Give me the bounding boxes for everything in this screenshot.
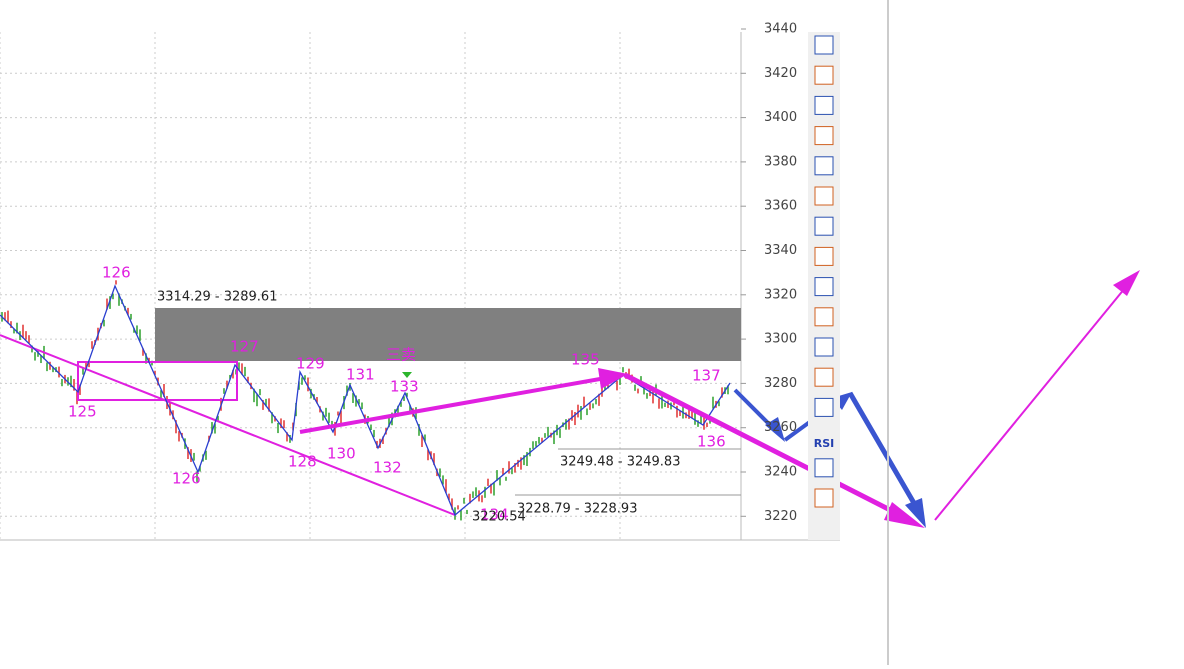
wave-label: 135 [571, 351, 600, 369]
wave-label: 125 [68, 403, 97, 421]
tool-button[interactable] [814, 156, 834, 176]
y-tick-label: 3420 [764, 66, 797, 81]
y-tick-label: 3300 [764, 332, 797, 347]
tool-button[interactable] [814, 35, 834, 55]
wave-label: 128 [288, 453, 317, 471]
plot-area [0, 32, 741, 540]
zone-label: 3314.29 - 3289.61 [157, 290, 277, 305]
wave-label: 133 [390, 378, 419, 396]
low-label: 3220.54 [472, 510, 526, 525]
wave-label: 130 [327, 445, 356, 463]
zigzag [0, 284, 731, 517]
wave-label: 126 [102, 264, 131, 282]
tool-button[interactable] [814, 337, 834, 357]
wave-label: 131 [346, 366, 375, 384]
candles [1, 280, 729, 521]
y-tick-label: 3400 [764, 110, 797, 125]
tool-button[interactable] [814, 246, 834, 266]
pivot-box [77, 361, 238, 401]
tool-button[interactable] [814, 95, 834, 115]
tool-button[interactable] [814, 126, 834, 146]
wave-label: 129 [296, 355, 325, 373]
y-tick-label: 3220 [764, 509, 797, 524]
toolbar-icons [814, 35, 834, 508]
y-tick-label: 3260 [764, 420, 797, 435]
y-tick-label: 3360 [764, 199, 797, 214]
y-tick-label: 3340 [764, 243, 797, 258]
zone-box [155, 308, 741, 361]
wave-label: 126 [172, 470, 201, 488]
y-tick-label: 3380 [764, 154, 797, 169]
y-tick-label: 3280 [764, 376, 797, 391]
tool-button[interactable] [814, 367, 834, 387]
wave-label: 132 [373, 459, 402, 477]
y-tick-label: 3240 [764, 465, 797, 480]
tool-button[interactable] [814, 458, 834, 478]
y-tick-label: 3440 [764, 22, 797, 37]
y-axis: 3440 3420 3400 3380 3360 3340 3320 3300 3280 3260… [741, 22, 797, 524]
tool-button[interactable] [814, 216, 834, 236]
sell-label: 三卖 [386, 346, 416, 364]
y-tick-label: 3320 [764, 287, 797, 302]
tool-button[interactable] [814, 186, 834, 206]
tool-button[interactable] [814, 307, 834, 327]
wave-label: 127 [230, 338, 259, 356]
tool-button[interactable] [814, 277, 834, 297]
tool-button[interactable] [814, 397, 834, 417]
wave-label: 137 [692, 367, 721, 385]
range-label: 3228.79 - 3228.93 [517, 502, 637, 517]
wave-label: 136 [697, 433, 726, 451]
wave-label: 134 [480, 506, 509, 524]
trend-line [0, 334, 456, 516]
range-label: 3249.48 - 3249.83 [560, 455, 680, 470]
rsi-button[interactable]: RSI [814, 437, 835, 450]
tool-button[interactable] [814, 65, 834, 85]
tool-button[interactable] [814, 488, 834, 508]
